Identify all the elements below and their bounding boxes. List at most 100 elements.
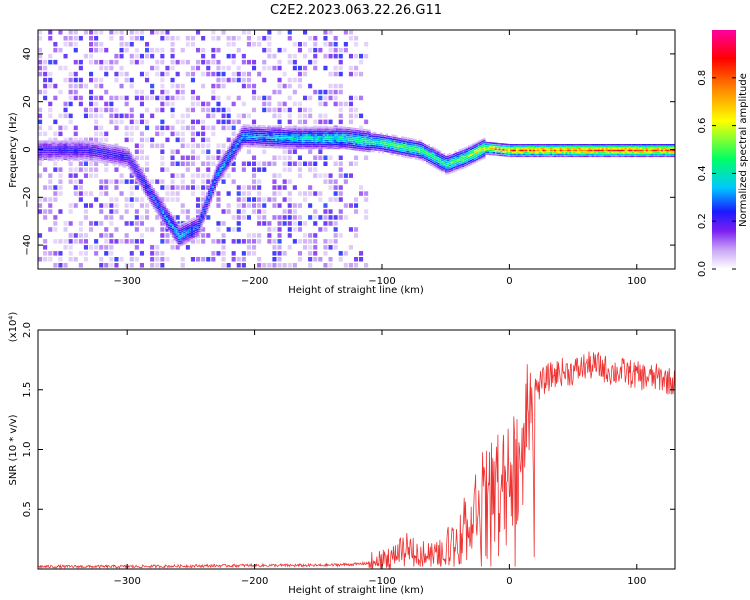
- ridge-cell: [190, 239, 194, 241]
- heatmap-cell: [114, 257, 119, 262]
- heatmap-cell: [94, 47, 99, 53]
- ridge-cell: [645, 145, 648, 148]
- heatmap-cell: [338, 209, 343, 214]
- ridge-cell: [265, 142, 268, 145]
- ridge-cell: [578, 153, 581, 156]
- ridge-cell: [223, 159, 226, 162]
- heatmap-cell: [129, 53, 134, 59]
- ridge-cell: [345, 144, 348, 146]
- ridge-cell: [257, 132, 260, 135]
- ridge-cell: [567, 147, 570, 150]
- ridge-cell: [183, 225, 186, 228]
- heatmap-cell: [241, 83, 246, 89]
- ridge-cell: [611, 155, 614, 158]
- heatmap-cell: [129, 83, 134, 89]
- ridge-cell: [364, 150, 367, 152]
- heatmap-cell: [287, 227, 292, 232]
- ridge-cell: [607, 149, 610, 152]
- ridge-cell: [299, 130, 302, 132]
- ridge-cell: [57, 144, 60, 146]
- heatmap-cell: [139, 89, 144, 95]
- ridge-cell: [261, 134, 264, 137]
- heatmap-cell: [216, 119, 221, 125]
- ridge-cell: [567, 155, 570, 158]
- ridge-cell: [85, 159, 88, 162]
- heatmap-cell: [282, 251, 287, 256]
- heatmap-cell: [287, 179, 292, 184]
- heatmap-cell: [262, 107, 267, 113]
- ridge-cell: [76, 157, 79, 160]
- ridge-cell: [485, 153, 488, 155]
- ridge-cell: [575, 147, 578, 150]
- ridge-cell: [122, 156, 125, 158]
- ridge-cell: [108, 153, 111, 156]
- ridge-cell: [70, 155, 73, 158]
- ridge-cell: [672, 149, 675, 152]
- ridge-cell: [173, 237, 176, 239]
- ridge-cell: [368, 141, 371, 143]
- ridge-cell: [481, 140, 484, 143]
- ridge-cell: [513, 149, 516, 152]
- ridge-cell: [364, 136, 367, 139]
- heatmap-cell: [165, 65, 170, 71]
- heatmap-cell: [109, 251, 114, 256]
- ridge-cell: [410, 143, 413, 146]
- heatmap-cell: [58, 131, 63, 137]
- ridge-cell: [527, 147, 530, 150]
- ridge-cell: [240, 133, 243, 136]
- ridge-cell: [68, 153, 71, 156]
- ridge-cell: [668, 144, 671, 146]
- ridge-cell: [594, 151, 597, 154]
- ridge-cell: [271, 144, 274, 147]
- heatmap-cell: [89, 71, 94, 77]
- heatmap-cell: [68, 137, 73, 143]
- ridge-cell: [164, 220, 167, 223]
- heatmap-cell: [211, 47, 216, 53]
- heatmap-cell: [206, 215, 211, 220]
- ridge-cell: [284, 145, 287, 147]
- heatmap-cell: [170, 173, 175, 178]
- heatmap-cell: [150, 53, 155, 59]
- ridge-cell: [39, 159, 43, 162]
- ridge-cell: [208, 187, 211, 189]
- ridge-cell: [563, 144, 566, 146]
- ridge-cell: [624, 145, 627, 148]
- heatmap-cell: [272, 215, 277, 220]
- ridge-cell: [584, 147, 587, 150]
- colorbar-tick-label: 0.6: [697, 118, 708, 134]
- ridge-cell: [361, 128, 364, 131]
- heatmap-cell: [78, 149, 83, 154]
- ridge-cell: [387, 141, 390, 144]
- ridge-cell: [462, 163, 465, 165]
- ridge-cell: [460, 154, 463, 157]
- ridge-cell: [450, 169, 453, 172]
- heatmap-cell: [287, 36, 292, 41]
- ridge-cell: [435, 152, 438, 154]
- ridge-cell: [60, 151, 64, 154]
- ridge-cell: [189, 232, 192, 235]
- ridge-cell: [269, 136, 272, 139]
- heatmap-cell: [333, 197, 338, 202]
- heatmap-cell: [109, 197, 114, 202]
- ridge-cell: [137, 169, 140, 172]
- ridge-cell: [540, 145, 543, 148]
- heatmap-cell: [104, 89, 109, 95]
- heatmap-cell: [272, 65, 277, 71]
- ridge-cell: [462, 167, 465, 169]
- ridge-cell: [275, 144, 278, 147]
- ridge-cell: [60, 144, 64, 146]
- heatmap-cell: [221, 65, 226, 71]
- ridge-cell: [232, 147, 236, 149]
- ridge-cell: [584, 149, 587, 152]
- heatmap-cell: [231, 239, 236, 244]
- ridge-cell: [555, 153, 559, 156]
- heatmap-cell: [99, 137, 104, 143]
- ridge-cell: [481, 150, 484, 152]
- heatmap-cell: [150, 113, 155, 119]
- heatmap-cell: [359, 53, 364, 59]
- ridge-cell: [544, 155, 547, 158]
- ridge-cell: [248, 128, 251, 130]
- ridge-cell: [41, 153, 44, 156]
- ridge-cell: [217, 170, 220, 172]
- heatmap-cell: [134, 227, 139, 232]
